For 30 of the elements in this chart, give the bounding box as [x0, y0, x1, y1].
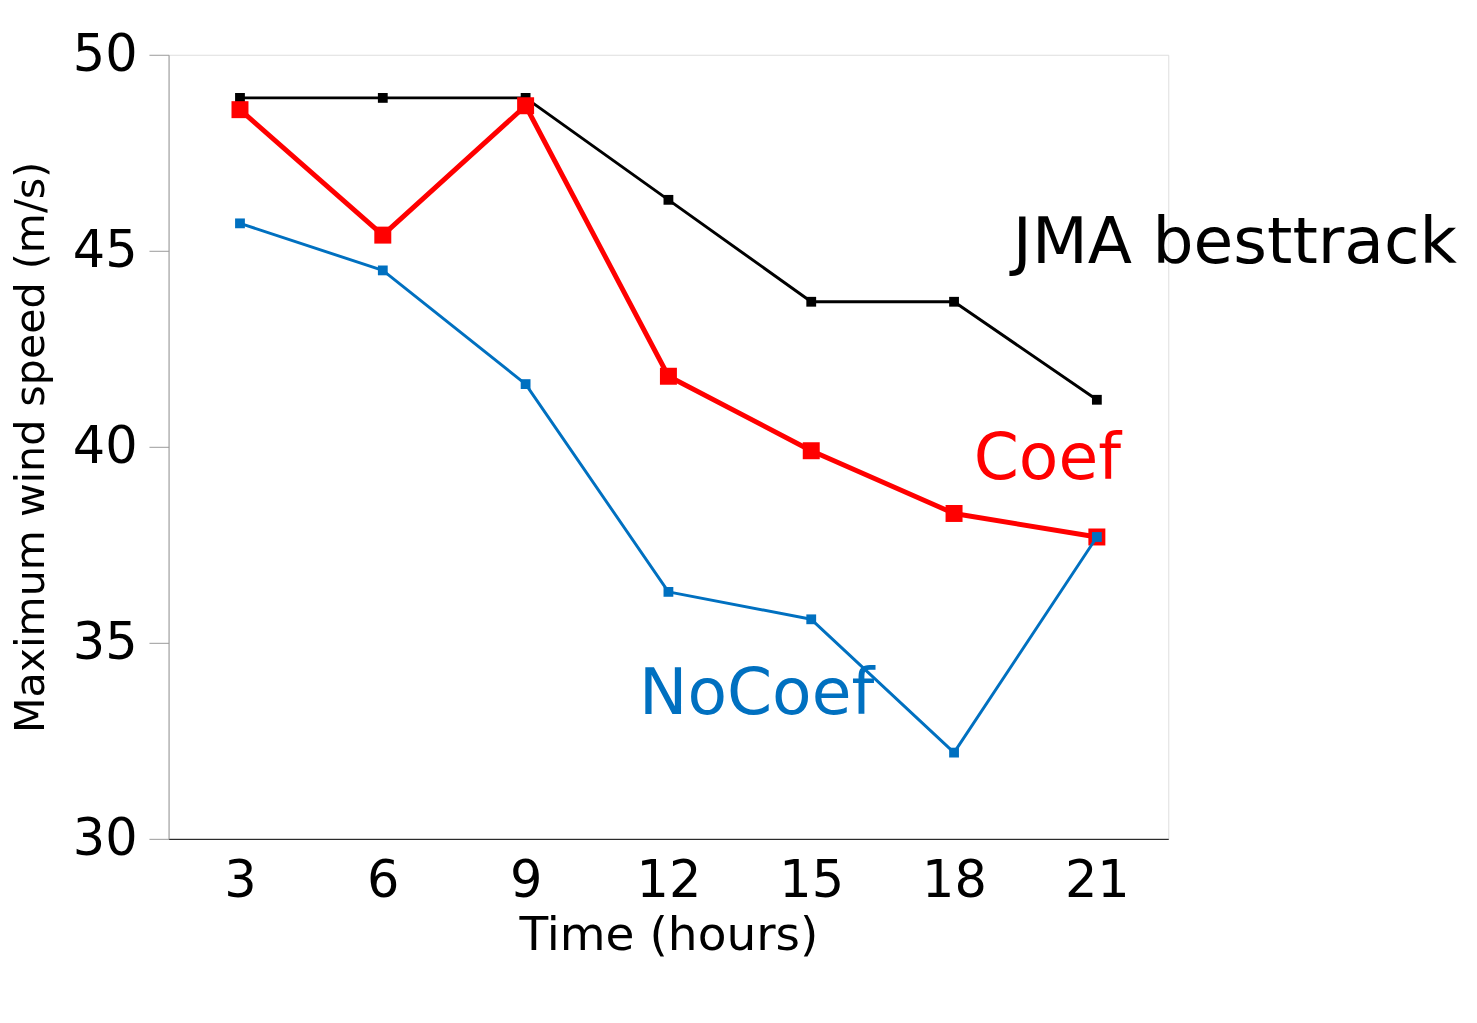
point	[517, 97, 535, 115]
point	[377, 93, 388, 103]
x-tick-label: 21	[1064, 850, 1130, 910]
point	[806, 614, 817, 625]
point	[802, 442, 820, 460]
x-tick-label: 6	[367, 850, 400, 910]
point	[945, 504, 963, 522]
y-axis-title: Maximum wind speed (m/s)	[6, 161, 55, 733]
point	[806, 296, 817, 307]
point	[659, 367, 677, 385]
point	[949, 747, 959, 758]
x-tick-label: 18	[922, 850, 987, 910]
point	[663, 194, 674, 205]
y-tick-label: 50	[72, 23, 138, 83]
y-tick-label: 40	[72, 415, 138, 475]
point	[520, 379, 531, 389]
point	[377, 265, 388, 276]
series-label: NoCoef	[639, 654, 876, 730]
series-label: JMA besttrack	[1008, 202, 1458, 278]
x-tick-label: 3	[224, 850, 257, 910]
series-label: Coef	[973, 419, 1123, 495]
y-tick-label: 45	[72, 219, 138, 279]
point	[231, 101, 249, 119]
point	[1091, 394, 1102, 405]
y-tick-label: 35	[72, 612, 138, 672]
y-tick-label: 30	[72, 808, 138, 868]
point	[374, 226, 392, 244]
point	[235, 218, 245, 229]
point	[663, 586, 674, 597]
point	[949, 296, 959, 307]
